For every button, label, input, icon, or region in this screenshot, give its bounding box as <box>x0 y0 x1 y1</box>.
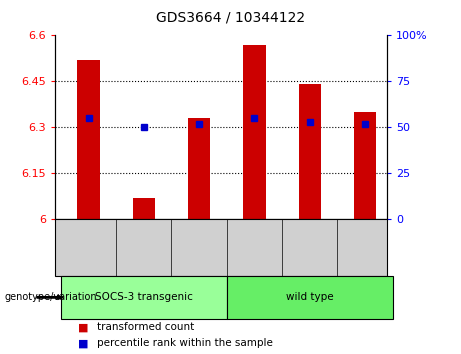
Text: ■: ■ <box>78 322 89 332</box>
Bar <box>188 118 210 219</box>
Text: transformed count: transformed count <box>97 322 194 332</box>
Text: percentile rank within the sample: percentile rank within the sample <box>97 338 273 348</box>
Bar <box>77 60 100 219</box>
Bar <box>227 276 393 319</box>
Text: ■: ■ <box>78 338 89 348</box>
Text: GDS3664 / 10344122: GDS3664 / 10344122 <box>156 11 305 25</box>
Text: genotype/variation: genotype/variation <box>5 292 97 302</box>
Bar <box>133 198 155 219</box>
Bar <box>243 45 266 219</box>
Text: wild type: wild type <box>286 292 334 302</box>
Bar <box>354 112 376 219</box>
Text: SOCS-3 transgenic: SOCS-3 transgenic <box>95 292 193 302</box>
Bar <box>299 85 321 219</box>
Bar <box>61 276 227 319</box>
